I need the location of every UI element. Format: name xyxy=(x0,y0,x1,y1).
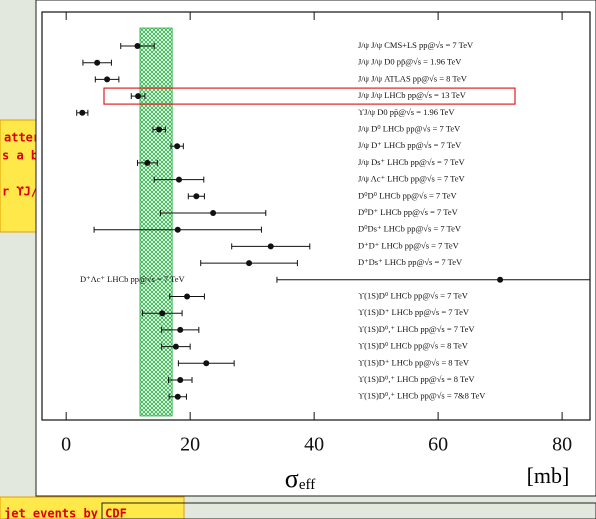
point xyxy=(246,260,253,267)
point xyxy=(174,393,181,400)
highlight-box xyxy=(103,87,516,105)
row-label: J/ψ J/ψ D0 pp̄@√s = 1.96 TeV xyxy=(358,57,462,67)
point xyxy=(159,310,166,317)
point xyxy=(184,293,191,300)
row-label: ϒ(1S)D⁰,⁺ LHCb pp@√s = 8 TeV xyxy=(358,374,475,384)
point xyxy=(174,226,181,233)
row-label: J/ψ J/ψ ATLAS pp@√s = 8 TeV xyxy=(358,73,468,83)
row-label: J/ψ D⁰ LHCb pp@√s = 7 TeV xyxy=(358,123,461,133)
point xyxy=(144,159,151,166)
x-tick-label: 20 xyxy=(180,434,200,456)
row-label: J/ψ Λc⁺ LHCb pp@√s = 7 TeV xyxy=(358,174,466,184)
row-label: J/ψ J/ψ LHCb pp@√s = 13 TeV xyxy=(358,90,467,100)
row-label: J/ψ Ds⁺ LHCb pp@√s = 7 TeV xyxy=(358,157,465,167)
point xyxy=(156,126,163,133)
x-axis-symbol: σ xyxy=(285,464,299,493)
x-tick-label: 80 xyxy=(552,434,572,456)
x-axis-subscript: eff xyxy=(299,477,315,493)
x-tick-label: 0 xyxy=(61,434,71,456)
row-label: D⁰Ds⁺ LHCb pp@√s = 7 TeV xyxy=(358,224,462,234)
point xyxy=(94,59,101,66)
row-label: ϒ(1S)D⁰ LHCb pp@√s = 8 TeV xyxy=(358,341,469,351)
row-label: J/ψ J/ψ CMS+LS pp@√s = 7 TeV xyxy=(358,40,474,50)
row-label: ϒJ/ψ D0 pp̄@√s = 1.96 TeV xyxy=(358,107,455,117)
point xyxy=(203,360,210,367)
row-label: D⁰D⁰ LHCb pp@√s = 7 TeV xyxy=(358,190,458,200)
point xyxy=(104,76,111,83)
axes-frame xyxy=(41,11,591,421)
row-label: ϒ(1S)D⁰ LHCb pp@√s = 7 TeV xyxy=(358,290,469,300)
x-tick-label: 60 xyxy=(428,434,448,456)
point xyxy=(172,343,179,350)
row-label: ϒ(1S)D⁺ LHCb pp@√s = 8 TeV xyxy=(358,357,470,367)
point xyxy=(79,109,86,116)
point xyxy=(134,43,141,49)
row-label: D⁰D⁺ LHCb pp@√s = 7 TeV xyxy=(358,207,459,217)
point xyxy=(193,193,200,200)
plot-panel xyxy=(35,0,596,497)
point xyxy=(177,326,184,333)
plot: 0 20 40 60 80 J/ψ J/ψ CMS+LS pp@√s = 7 TeV J/ψ… xyxy=(41,11,591,493)
frame xyxy=(101,502,596,519)
point xyxy=(174,143,181,150)
band xyxy=(139,27,173,417)
row-label: ϒ(1S)D⁺ LHCb pp@√s = 7 TeV xyxy=(358,307,470,317)
point xyxy=(210,210,217,216)
point xyxy=(177,377,184,383)
point xyxy=(135,93,142,100)
note-text: r ϒJ/ψ xyxy=(2,185,45,199)
row-label: D⁺Λc⁺ LHCb pp@√s = 7 TeV xyxy=(80,274,185,284)
x-tick-label: 40 xyxy=(304,434,324,456)
row-label: ϒ(1S)D⁰,⁺ LHCb pp@√s = 7&8 TeV xyxy=(358,391,486,401)
note-text: jet events by CDF xyxy=(4,507,127,519)
point xyxy=(176,176,182,183)
x-axis-unit: [mb] xyxy=(527,463,570,488)
x-axis-label: σeff xyxy=(285,464,315,493)
point xyxy=(267,243,274,250)
row-label: D⁺D⁺ LHCb pp@√s = 7 TeV xyxy=(358,240,460,250)
point xyxy=(497,276,504,283)
row-label: J/ψ D⁺ LHCb pp@√s = 7 TeV xyxy=(358,140,462,150)
row-label: D⁺Ds⁺ LHCb pp@√s = 7 TeV xyxy=(358,257,463,267)
row-label: ϒ(1S)D⁰,⁺ LHCb pp@√s = 7 TeV xyxy=(358,324,475,334)
